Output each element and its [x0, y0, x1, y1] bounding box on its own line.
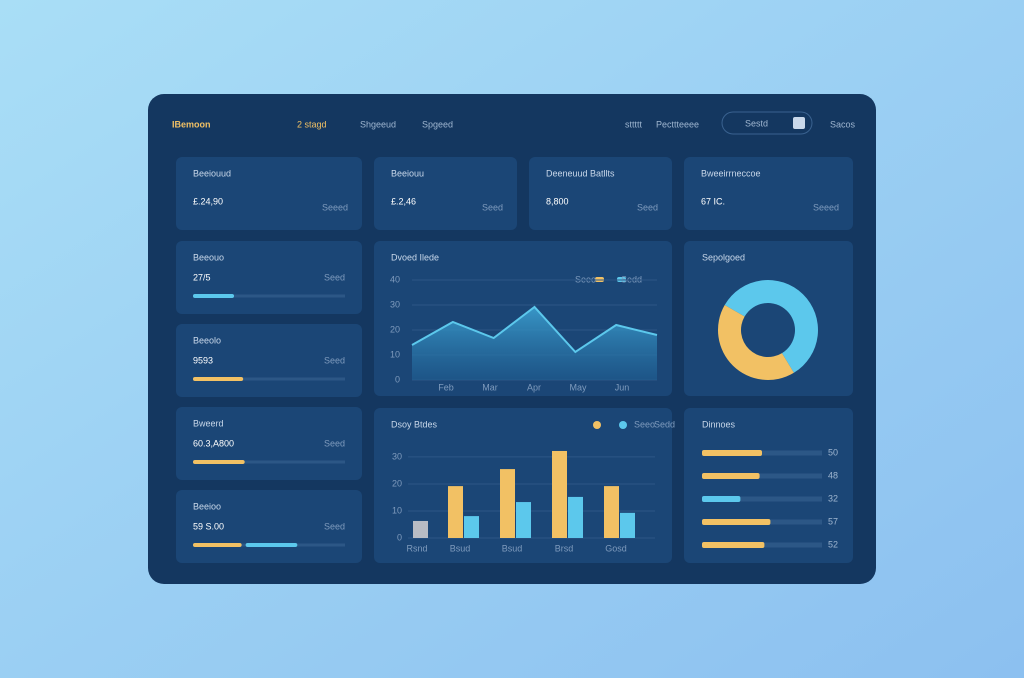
- bar: [702, 519, 771, 525]
- nav-action: Sacos: [830, 119, 856, 129]
- nav-item: sttttt: [625, 119, 643, 129]
- chart-title: Dinnoes: [702, 419, 736, 429]
- y-tick-label: 20: [392, 478, 402, 488]
- kpi-label: Deeneuud Batllts: [546, 168, 615, 178]
- bar-value: 57: [828, 516, 838, 526]
- y-tick-label: 0: [395, 374, 400, 384]
- bar: [702, 450, 762, 456]
- card: [529, 157, 672, 230]
- icon[interactable]: [793, 117, 805, 129]
- card: [374, 157, 517, 230]
- x-tick-label: Mar: [482, 382, 498, 392]
- bar: [500, 469, 515, 538]
- card-label: Beeouo: [193, 252, 224, 262]
- bar: [552, 450, 567, 538]
- legend-label: Sedd: [621, 274, 642, 284]
- chart-title: Sepolgoed: [702, 252, 745, 262]
- x-tick-label: May: [569, 382, 587, 392]
- search-text: Sestd: [745, 118, 768, 128]
- progress-bar: [193, 460, 245, 464]
- kpi-label: Bweeirrneccoe: [701, 168, 761, 178]
- bar: [516, 502, 531, 538]
- bar: [448, 486, 463, 538]
- card: [684, 157, 853, 230]
- bar: [604, 486, 619, 538]
- bar: [702, 473, 760, 479]
- y-tick-label: 30: [392, 451, 402, 461]
- x-tick-label: Apr: [527, 382, 541, 392]
- legend-label: Sedd: [654, 419, 675, 429]
- card-value: 27/5: [193, 272, 211, 282]
- card-value: 59 S.00: [193, 521, 224, 531]
- y-tick-label: 0: [397, 532, 402, 542]
- kpi-note: Seeed: [813, 202, 839, 212]
- progress-bar: [193, 294, 235, 298]
- y-tick-label: 20: [390, 324, 400, 334]
- kpi-note: Seed: [482, 202, 503, 212]
- kpi-value: £.24,90: [193, 196, 223, 206]
- kpi-label: Beeiouud: [193, 168, 231, 178]
- x-tick-label: Bsud: [502, 543, 523, 553]
- donut-slice: [724, 279, 819, 373]
- x-tick-label: Bsud: [450, 543, 471, 553]
- bar-value: 32: [828, 493, 838, 503]
- card: [176, 157, 362, 230]
- bar-value: 52: [828, 539, 838, 549]
- nav-item: Pecttteeee: [656, 119, 699, 129]
- y-tick-label: 30: [390, 299, 400, 309]
- card-label: Beeioo: [193, 501, 221, 511]
- x-tick-label: Feb: [438, 382, 454, 392]
- bar: [620, 512, 635, 538]
- card-note: Seed: [324, 272, 345, 282]
- nav-item: Shgeeud: [360, 119, 396, 129]
- chart-title: Dvoed Ilede: [391, 252, 439, 262]
- kpi-note: Seed: [637, 202, 658, 212]
- search-box[interactable]: [721, 111, 813, 135]
- bar: [568, 496, 583, 538]
- card-label: Beeolo: [193, 335, 221, 345]
- chart-title: Dsoy Btdes: [391, 419, 438, 429]
- nav-item: 2 stagd: [297, 119, 327, 129]
- line-area: [412, 307, 657, 380]
- x-tick-label: Gosd: [605, 543, 627, 553]
- bar-value: 50: [828, 447, 838, 457]
- bar-value: 48: [828, 470, 838, 480]
- kpi-value: 67 IC.: [701, 196, 725, 206]
- legend-label: Seeo: [634, 419, 655, 429]
- bar: [413, 520, 428, 538]
- legend-swatch: [619, 421, 627, 429]
- kpi-label: Beeiouu: [391, 168, 424, 178]
- bar: [702, 496, 741, 502]
- kpi-value: £.2,46: [391, 196, 416, 206]
- card: [374, 408, 672, 563]
- legend-swatch: [593, 421, 601, 429]
- x-tick-label: Jun: [615, 382, 630, 392]
- kpi-note: Seeed: [322, 202, 348, 212]
- bar: [464, 516, 479, 538]
- kpi-value: 8,800: [546, 196, 569, 206]
- card-note: Seed: [324, 355, 345, 365]
- card-note: Seed: [324, 521, 345, 531]
- y-tick-label: 10: [392, 505, 402, 515]
- card-value: 9593: [193, 355, 213, 365]
- nav-item: Spgeed: [422, 119, 453, 129]
- y-tick-label: 10: [390, 349, 400, 359]
- progress-bar: [245, 543, 298, 547]
- card-value: 60.3,A800: [193, 438, 234, 448]
- x-tick-label: Rsnd: [406, 543, 427, 553]
- donut-slice: [718, 305, 794, 380]
- y-tick-label: 40: [390, 274, 400, 284]
- card-note: Seed: [324, 438, 345, 448]
- x-tick-label: Brsd: [555, 543, 574, 553]
- bar: [702, 542, 765, 548]
- progress-bar: [193, 543, 242, 547]
- logo: IBemoon: [172, 119, 211, 129]
- legend-label: Seeo: [575, 274, 596, 284]
- card-label: Bweerd: [193, 418, 224, 428]
- progress-bar: [193, 377, 244, 381]
- line: [411, 305, 658, 354]
